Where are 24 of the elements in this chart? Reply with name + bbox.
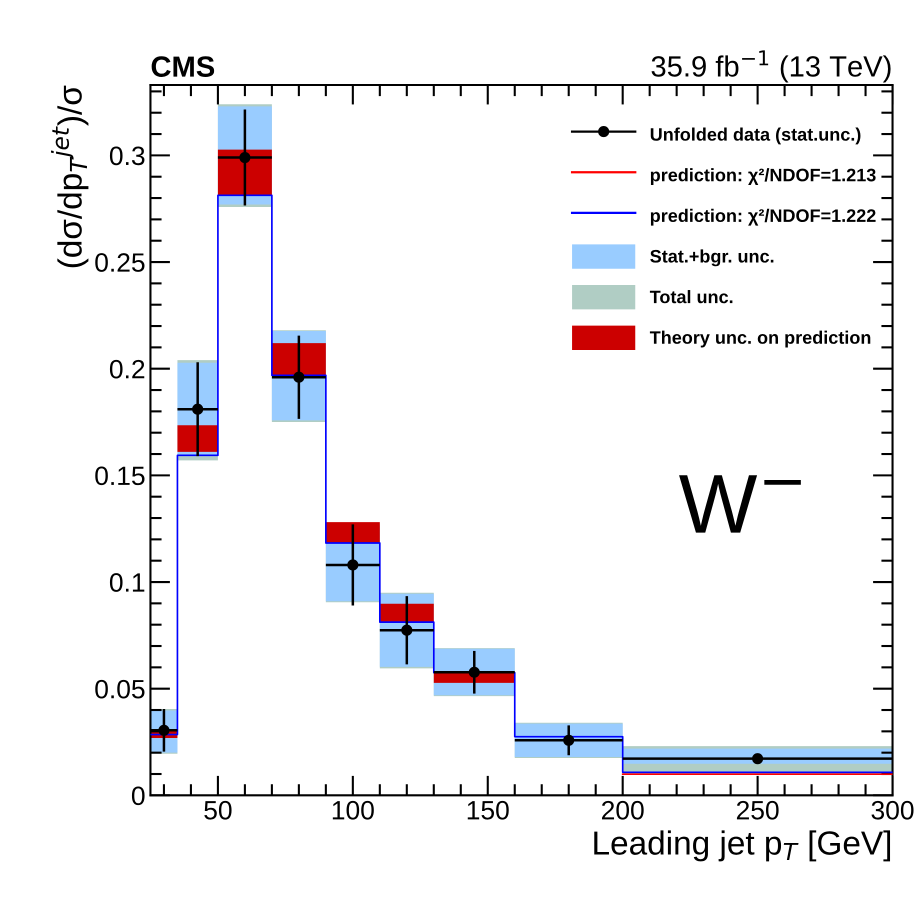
- x-tick-label: 300: [872, 800, 914, 820]
- x-tick-label: 100: [332, 800, 374, 820]
- y-tick-label: 0.25: [95, 253, 144, 272]
- y-tick-label: 0: [132, 786, 145, 806]
- annotation: W$^{−}$: [679, 475, 801, 533]
- y-tick-label: 0.2: [110, 360, 144, 379]
- chart-title: CMS: [152, 56, 214, 77]
- y-tick-label: 0.3: [110, 146, 144, 166]
- x-tick-label: 50: [204, 800, 232, 820]
- y-tick-label: 0.1: [110, 573, 144, 592]
- y-axis-title: (dσ/dp$_{T}$$^{jet}$)/σ: [51, 86, 88, 268]
- x-axis-title: Leading jet p$_{T}$ [GeV]: [594, 830, 890, 862]
- y-tick-label: 0.05: [95, 680, 144, 699]
- x-tick-label: 250: [736, 800, 779, 820]
- y-tick-label: 0.15: [95, 466, 144, 486]
- legend-label: Theory unc. on prediction: [650, 330, 870, 348]
- legend-label: Unfolded data (stat.unc.): [650, 128, 860, 144]
- legend-label: prediction: χ²/NDOF=1.213: [650, 168, 876, 185]
- legend-label: Total unc.: [650, 290, 732, 304]
- legend-label: prediction: χ²/NDOF=1.222: [650, 208, 876, 226]
- x-tick-label: 200: [602, 800, 644, 820]
- legend-label: Stat.+bgr. unc.: [650, 249, 774, 266]
- chart-subtitle: 35.9 fb$^{−1}$ (13 TeV): [652, 50, 891, 82]
- x-tick-label: 150: [468, 800, 509, 820]
